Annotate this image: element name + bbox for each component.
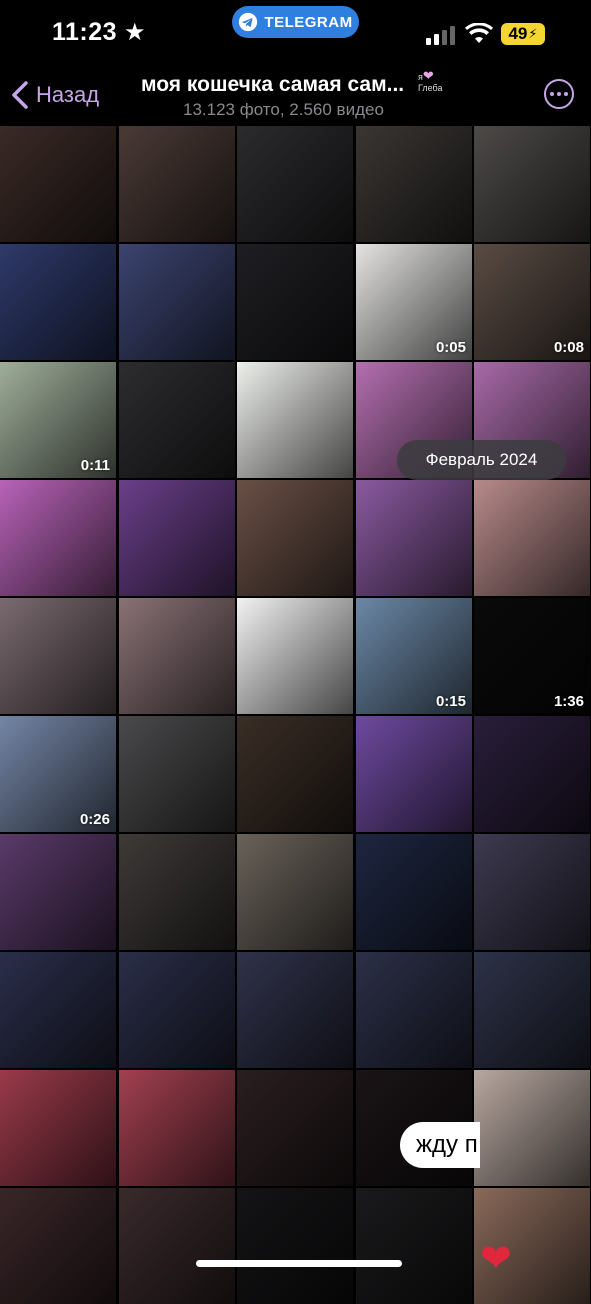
status-bar: 11:23 ★ TELEGRAM 49 ⚡ [0,0,591,70]
photo-thumbnail[interactable] [237,244,353,360]
telegram-icon [239,12,258,32]
clock: 11:23 [52,18,118,46]
photo-thumbnail[interactable] [237,716,353,832]
photo-thumbnail[interactable] [119,126,235,242]
photo-thumbnail[interactable] [237,598,353,714]
media-grid: 0:05 0:08 0:11 0:15 1:36 0:26 [0,126,591,1304]
chevron-left-icon [12,81,28,109]
dot-icon [564,92,568,96]
telegram-pill[interactable]: TELEGRAM [232,6,359,38]
photo-thumbnail[interactable] [119,362,235,478]
photo-thumbnail[interactable] [237,480,353,596]
photo-thumbnail[interactable] [237,126,353,242]
more-options-button[interactable] [544,79,574,109]
photo-thumbnail[interactable] [119,480,235,596]
photo-thumbnail[interactable] [474,834,590,950]
dot-icon [557,92,561,96]
video-duration: 0:15 [435,693,466,710]
video-thumbnail[interactable]: 1:36 [474,598,590,714]
photo-thumbnail[interactable] [0,244,116,360]
photo-thumbnail[interactable] [237,952,353,1068]
video-thumbnail[interactable]: 0:05 [356,244,472,360]
date-badge: Февраль 2024 [397,440,566,480]
photo-thumbnail[interactable] [119,834,235,950]
photo-thumbnail[interactable] [237,1188,353,1304]
video-thumbnail[interactable]: 0:26 [0,716,116,832]
photo-thumbnail[interactable] [119,1070,235,1186]
photo-thumbnail[interactable] [119,952,235,1068]
heart-emoji-thumb: ❤ [480,1238,512,1280]
chat-media-header: Назад моя кошечка самая сам... я❤ Глеба … [0,66,591,128]
back-button[interactable]: Назад [10,80,99,110]
photo-thumbnail[interactable] [0,126,116,242]
home-indicator[interactable] [196,1260,402,1267]
photo-thumbnail[interactable] [0,834,116,950]
photo-thumbnail[interactable] [474,480,590,596]
video-duration: 0:11 [80,457,110,474]
battery-indicator: 49 ⚡ [501,23,545,45]
photo-thumbnail[interactable] [474,952,590,1068]
media-count: 13.123 фото, 2.560 видео [183,100,384,119]
photo-thumbnail[interactable] [356,834,472,950]
star-icon: ★ [124,19,146,46]
photo-thumbnail[interactable] [356,1188,472,1304]
back-label: Назад [36,82,100,107]
photo-thumbnail[interactable] [0,1070,116,1186]
video-duration: 0:08 [553,339,584,356]
photo-thumbnail[interactable] [0,952,116,1068]
heart-icon: ❤ [422,68,434,83]
photo-thumbnail[interactable] [237,834,353,950]
wifi-icon [465,23,493,43]
video-duration: 1:36 [553,693,584,710]
photo-thumbnail[interactable] [356,952,472,1068]
dot-icon [550,92,554,96]
video-duration: 0:26 [79,811,110,828]
battery-level: 49 [508,24,528,43]
photo-thumbnail[interactable] [356,126,472,242]
photo-thumbnail[interactable] [356,716,472,832]
photo-thumbnail[interactable] [119,1188,235,1304]
photo-thumbnail[interactable] [119,598,235,714]
chat-title[interactable]: моя кошечка самая сам... [141,73,405,96]
photo-thumbnail[interactable] [474,126,590,242]
video-thumbnail[interactable]: 0:08 [474,244,590,360]
photo-thumbnail[interactable] [0,480,116,596]
photo-thumbnail[interactable] [0,598,116,714]
signal-icon [426,26,455,45]
badge-text-2: Глеба [418,83,443,93]
photo-thumbnail[interactable] [119,244,235,360]
photo-thumbnail[interactable] [356,480,472,596]
photo-thumbnail[interactable] [237,362,353,478]
video-thumbnail[interactable]: 0:15 [356,598,472,714]
photo-thumbnail[interactable] [474,1070,590,1186]
video-duration: 0:05 [435,339,466,356]
video-thumbnail[interactable]: 0:11 [0,362,116,478]
telegram-label: TELEGRAM [264,13,353,31]
photo-thumbnail[interactable] [0,1188,116,1304]
photo-thumbnail[interactable] [119,716,235,832]
badge-text: я [418,72,423,82]
charging-icon: ⚡ [528,26,538,41]
photo-thumbnail[interactable] [237,1070,353,1186]
title-badge: я❤ Глеба [418,68,443,94]
photo-thumbnail[interactable] [474,716,590,832]
message-bubble-preview: жду п [400,1122,480,1168]
